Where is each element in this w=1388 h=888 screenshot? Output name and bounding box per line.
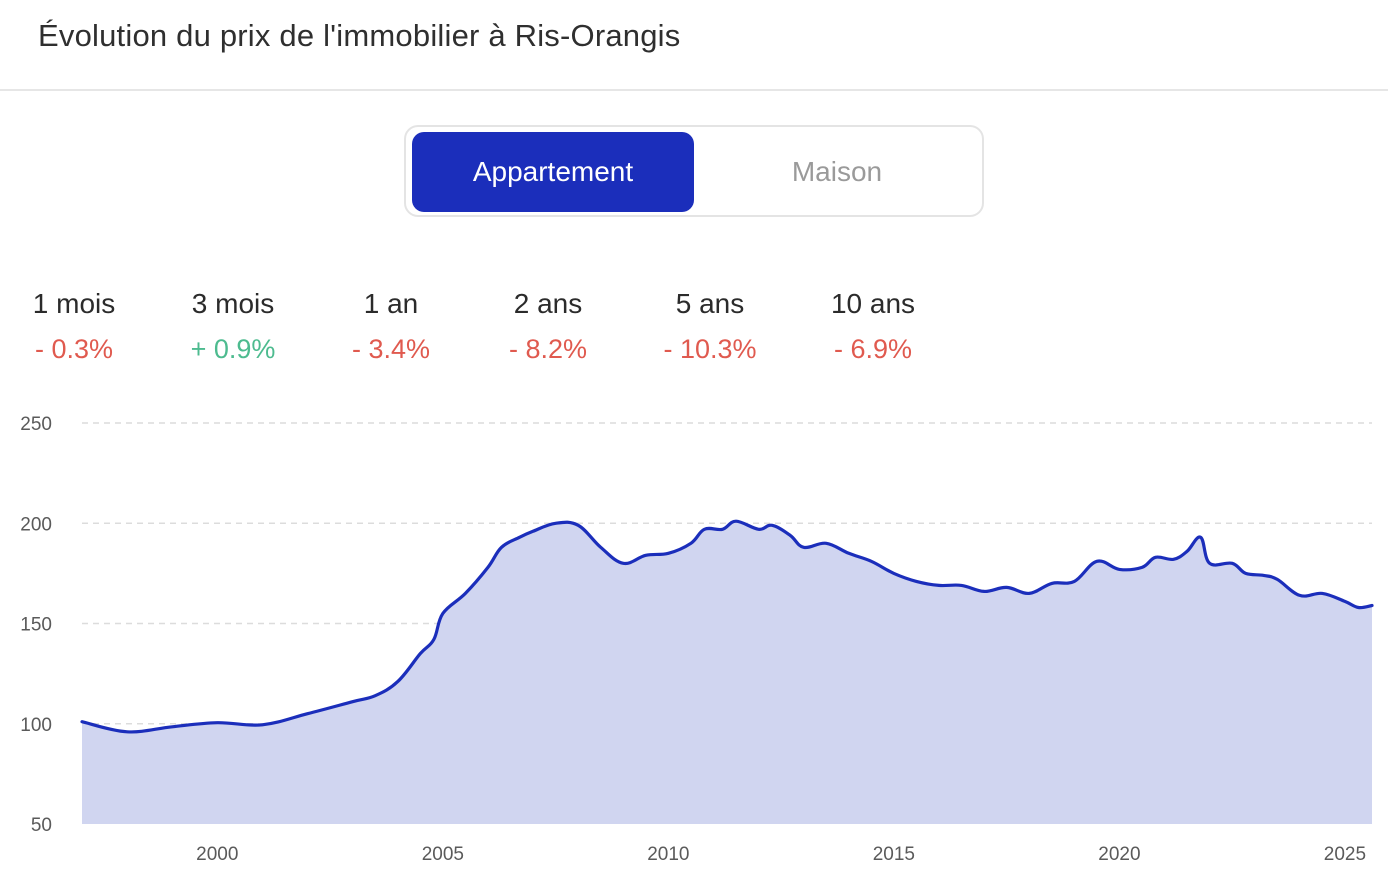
toggle-maison-button[interactable]: Maison bbox=[791, 156, 883, 187]
stat-value: + 0.9% bbox=[190, 334, 276, 364]
stat-label: 2 ans bbox=[513, 288, 583, 319]
property-type-toggle: Appartement Maison bbox=[404, 125, 984, 217]
y-tick-label: 150 bbox=[20, 615, 52, 636]
y-tick-label: 200 bbox=[20, 514, 52, 535]
header: Évolution du prix de l'immobilier à Ris-… bbox=[0, 0, 1388, 91]
series-area bbox=[82, 521, 1372, 824]
x-tick-label: 2000 bbox=[196, 844, 238, 865]
stat-label: 10 ans bbox=[830, 288, 916, 319]
x-tick-label: 2005 bbox=[422, 844, 464, 865]
stat-value: - 6.9% bbox=[833, 334, 913, 364]
stat-3-mois: 3 mois + 0.9% bbox=[180, 284, 286, 374]
stat-5-ans: 5 ans - 10.3% bbox=[652, 284, 768, 374]
stat-1-an: 1 an - 3.4% bbox=[340, 284, 442, 374]
x-tick-label: 2025 bbox=[1324, 844, 1366, 865]
stat-label: 1 an bbox=[363, 288, 419, 319]
stat-2-ans: 2 ans - 8.2% bbox=[496, 284, 600, 374]
stat-1-mois: 1 mois - 0.3% bbox=[24, 284, 124, 374]
stat-label: 1 mois bbox=[32, 288, 116, 319]
y-tick-label: 50 bbox=[31, 815, 52, 836]
series-line bbox=[80, 519, 1374, 734]
y-tick-label: 250 bbox=[20, 414, 52, 435]
y-tick-label: 100 bbox=[20, 715, 52, 736]
x-tick-label: 2010 bbox=[647, 844, 689, 865]
stat-value: - 3.4% bbox=[351, 334, 431, 364]
toggle-appartement-button[interactable]: Appartement bbox=[412, 132, 694, 212]
stat-10-ans: 10 ans - 6.9% bbox=[820, 284, 926, 374]
stat-label: 3 mois bbox=[191, 288, 275, 319]
price-chart: 50 100 150 200 250 2000 2005 2010 2015 2020 2025 bbox=[20, 414, 1374, 865]
stat-value: - 10.3% bbox=[663, 334, 757, 364]
page-title: Évolution du prix de l'immobilier à Ris-… bbox=[38, 18, 681, 53]
x-tick-label: 2020 bbox=[1098, 844, 1140, 865]
stat-value: - 0.3% bbox=[34, 334, 114, 364]
stat-label: 5 ans bbox=[675, 288, 745, 319]
stat-value: - 8.2% bbox=[508, 334, 588, 364]
x-tick-label: 2015 bbox=[873, 844, 915, 865]
